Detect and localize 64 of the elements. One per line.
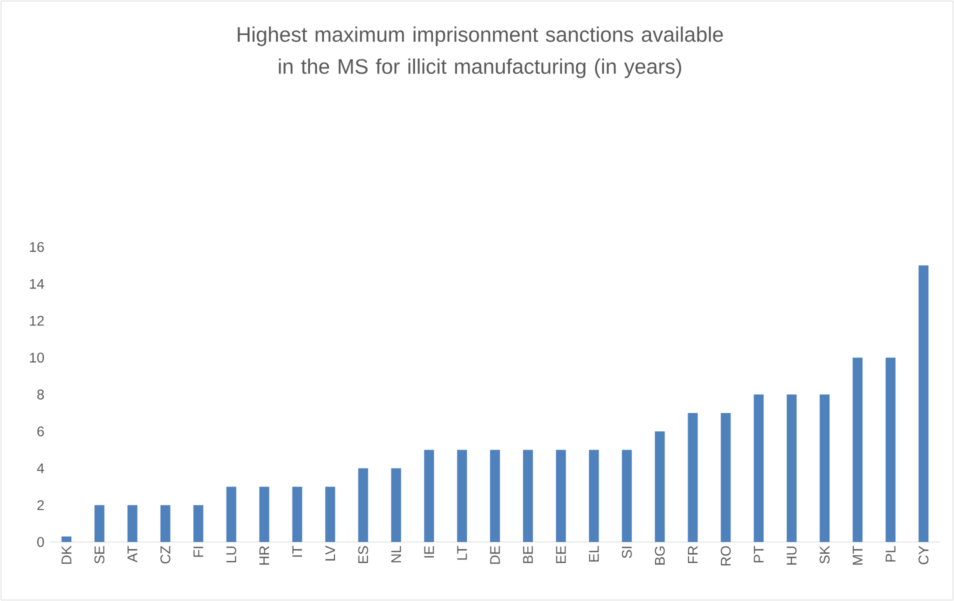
- bar: [259, 486, 270, 542]
- y-tick-label: 6: [37, 426, 44, 436]
- chart-title: Highest maximum imprisonment sanctions available in the MS for illicit manufacturing (in years): [238, 26, 723, 78]
- x-tick-label: CY: [918, 546, 928, 564]
- x-tick-label: HR: [259, 546, 270, 565]
- bar: [556, 450, 566, 542]
- x-tick-label: FR: [688, 546, 698, 564]
- x-tick-label: DE: [490, 546, 500, 564]
- x-tick-label: SI: [622, 546, 632, 558]
- x-tick-label: EL: [589, 546, 599, 562]
- x-tick-label: PT: [754, 546, 764, 562]
- x-tick-label: SK: [820, 546, 830, 564]
- bar: [226, 486, 236, 542]
- y-tick-label: 4: [37, 463, 44, 474]
- bar: [523, 450, 533, 542]
- bar: [886, 358, 896, 542]
- bar: [424, 450, 434, 542]
- x-tick-label: CZ: [160, 546, 170, 564]
- bar: [358, 468, 368, 542]
- bar: [127, 505, 138, 542]
- x-tick-label: SE: [94, 546, 104, 564]
- x-tick-label: BE: [523, 546, 533, 564]
- x-tick-label: DK: [62, 546, 72, 564]
- x-tick-label: RO: [720, 546, 731, 566]
- x-tick-label: ES: [358, 546, 368, 564]
- x-tick-label: EE: [556, 546, 566, 564]
- x-tick-label: IE: [424, 546, 434, 558]
- x-tick-label: NL: [391, 546, 401, 562]
- bar: [786, 394, 797, 542]
- bar: [94, 505, 104, 542]
- bar: [720, 412, 731, 542]
- bar: [193, 505, 204, 542]
- bar: [457, 450, 467, 542]
- y-tick-label: 2: [37, 500, 44, 510]
- bar: [622, 450, 632, 542]
- x-tick-label: LV: [325, 546, 336, 560]
- x-tick-label: LT: [457, 546, 467, 560]
- y-tick-label: 8: [37, 390, 44, 400]
- bar: [62, 536, 72, 542]
- y-tick-label: 10: [30, 352, 44, 363]
- y-tick-label: 12: [30, 316, 44, 326]
- x-tick-label: HU: [786, 546, 797, 565]
- bar: [588, 450, 599, 542]
- bar: [754, 394, 764, 542]
- bar: [688, 412, 698, 542]
- y-tick-label: 0: [37, 537, 44, 547]
- bar: [654, 431, 665, 542]
- bar: [820, 394, 830, 542]
- y-tick-label: 16: [30, 242, 44, 252]
- x-tick-label: BG: [654, 546, 665, 565]
- bar: [325, 486, 336, 542]
- x-tick-label: MT: [852, 546, 862, 565]
- bar: [160, 505, 170, 542]
- x-tick-label: LU: [226, 546, 236, 562]
- bar: [490, 450, 500, 542]
- x-tick-label: IT: [292, 546, 302, 557]
- y-tick-label: 14: [30, 279, 44, 289]
- bar: [918, 265, 928, 542]
- bar: [852, 358, 863, 542]
- x-tick-label: AT: [128, 546, 138, 562]
- bar: [391, 468, 402, 542]
- x-tick-label: PL: [886, 546, 896, 562]
- bar: [292, 486, 302, 542]
- x-tick-label: FI: [194, 546, 204, 557]
